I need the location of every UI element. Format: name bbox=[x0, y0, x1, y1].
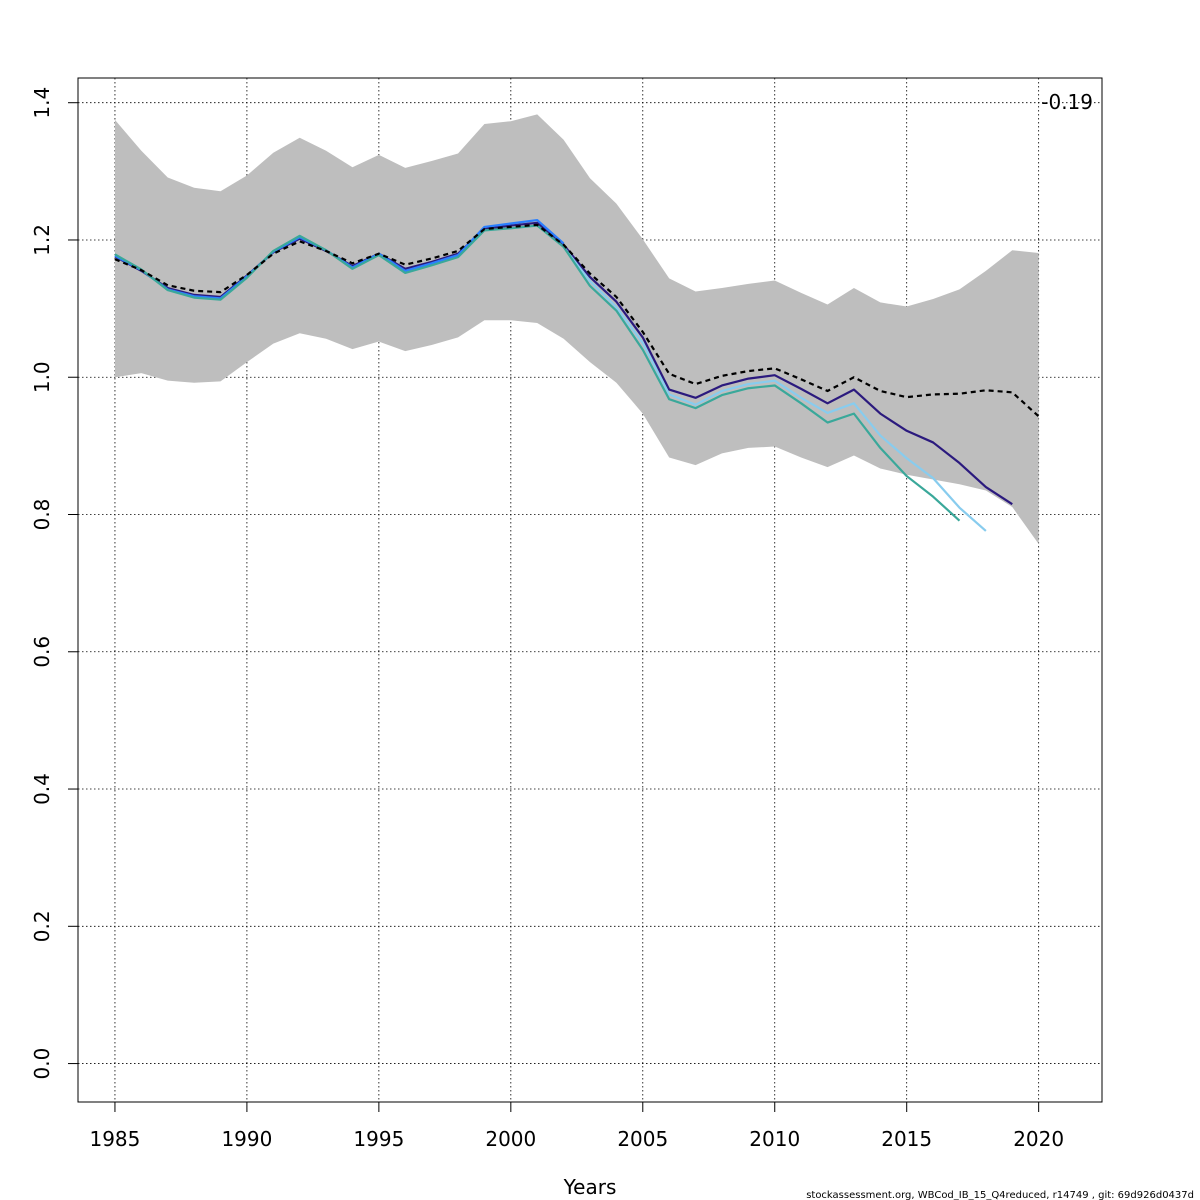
x-tick-label: 2005 bbox=[617, 1127, 668, 1151]
y-tick-label: 0.4 bbox=[30, 773, 54, 805]
x-tick-label: 2015 bbox=[881, 1127, 932, 1151]
series-line-3 bbox=[562, 246, 987, 532]
x-tick-label: 2010 bbox=[749, 1127, 800, 1151]
y-tick-label: 0.2 bbox=[30, 910, 54, 942]
x-axis-title: Years bbox=[563, 1175, 617, 1199]
band-layer bbox=[114, 114, 1039, 545]
x-tick-label: 1985 bbox=[89, 1127, 140, 1151]
y-tick-label: 1.2 bbox=[30, 224, 54, 256]
series-line-0 bbox=[114, 223, 1040, 418]
y-tick-label: 0.8 bbox=[30, 499, 54, 531]
grid-layer bbox=[78, 78, 1102, 1102]
y-tick-label: 1.4 bbox=[30, 87, 54, 119]
x-tick-label: 2000 bbox=[485, 1127, 536, 1151]
ticks-layer: 1985 1990 1995 2000 2005 2010 2015 2020 0.0 0.2 0.… bbox=[30, 87, 1064, 1151]
x-tick-label: 1990 bbox=[221, 1127, 272, 1151]
plot-frame bbox=[77, 77, 1103, 1103]
y-tick-label: 0.0 bbox=[30, 1048, 54, 1080]
correlation-annotation: -0.19 bbox=[1041, 90, 1093, 114]
y-tick-label: 1.0 bbox=[30, 361, 54, 393]
x-tick-label: 2020 bbox=[1013, 1127, 1064, 1151]
series-layer bbox=[114, 218, 1040, 532]
y-tick-label: 0.6 bbox=[30, 636, 54, 668]
x-tick-label: 1995 bbox=[353, 1127, 404, 1151]
confidence-band bbox=[114, 114, 1039, 545]
footer-credit: stockassessment.org, WBCod_IB_15_Q4reduc… bbox=[806, 1190, 1194, 1200]
